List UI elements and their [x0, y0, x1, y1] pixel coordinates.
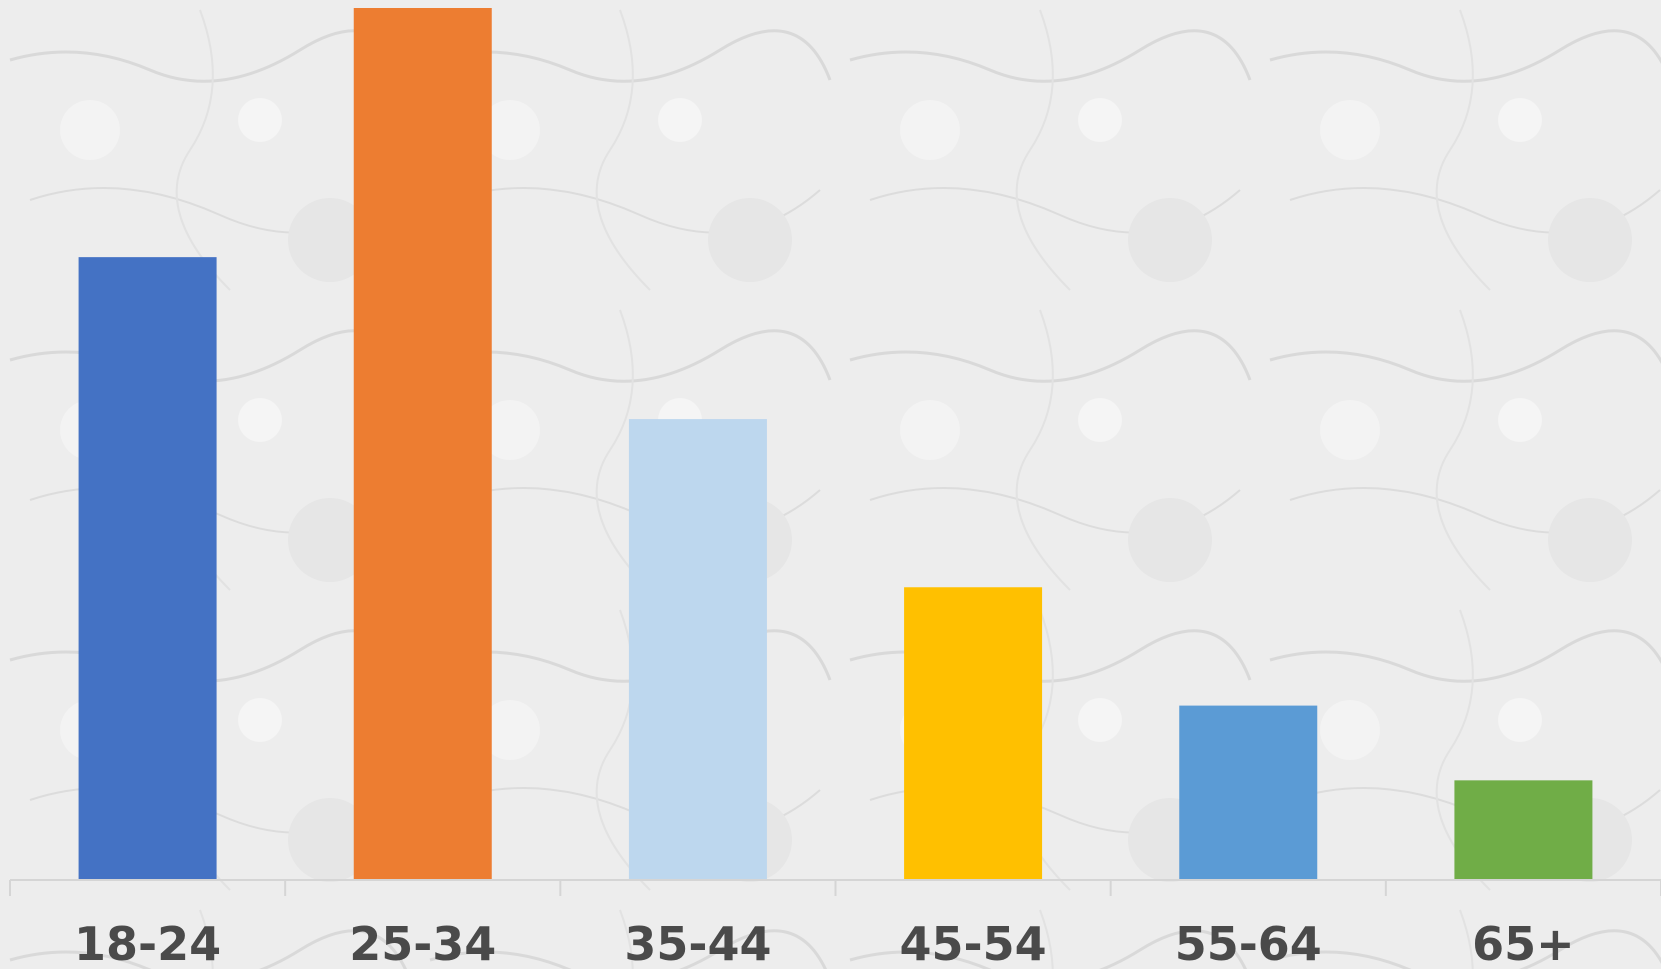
- x-tick-label: 45-54: [900, 917, 1047, 969]
- bar-45-54: [904, 587, 1043, 880]
- x-tick-label: 55-64: [1175, 917, 1322, 969]
- bars-layer: [78, 8, 1593, 881]
- bar-55-64: [1179, 705, 1318, 880]
- x-tick-label: 18-24: [74, 917, 221, 969]
- x-tick-label: 35-44: [624, 917, 771, 969]
- x-tick-label: 25-34: [349, 917, 496, 969]
- x-tick-label: 65+: [1472, 917, 1575, 969]
- bar-25-34: [353, 8, 492, 880]
- bar-18-24: [78, 257, 217, 881]
- bar-35-44: [628, 419, 767, 880]
- x-axis-tick-labels: 18-24 25-34 35-44 45-54 55-64 65+: [74, 917, 1575, 969]
- x-axis-ticks: [9, 880, 1661, 896]
- bar-65+: [1454, 780, 1593, 880]
